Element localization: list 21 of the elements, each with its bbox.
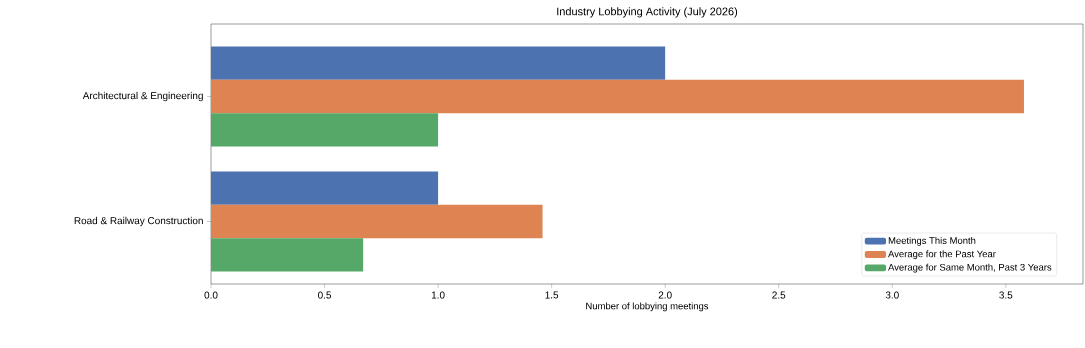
x-axis-title: Number of lobbying meetings [586,302,709,312]
x-tick-label: 0.0 [204,291,218,299]
legend-label: Average for Same Month, Past 3 Years [888,263,1052,273]
bar [211,113,439,147]
x-tick-label: 3.5 [999,291,1013,299]
x-tick-label: 0.5 [318,291,332,299]
bar [211,204,543,239]
x-tick-label: 1.5 [545,291,559,299]
x-tick-label: 3.0 [885,291,899,299]
chart-title: Industry Lobbying Activity (July 2026) [557,7,738,18]
legend-label: Average for the Past Year [888,250,996,260]
x-tick-label: 1.0 [431,291,445,299]
bar [211,171,439,205]
y-tick-label: Road & Railway Construction [74,216,203,227]
x-tick-label: 2.0 [658,291,672,299]
bar [211,46,666,80]
y-tick-label: Architectural & Engineering [82,91,203,102]
bar [211,238,364,272]
bar [211,79,1024,114]
legend-label: Meetings This Month [888,236,976,246]
x-tick-label: 2.5 [772,291,786,299]
